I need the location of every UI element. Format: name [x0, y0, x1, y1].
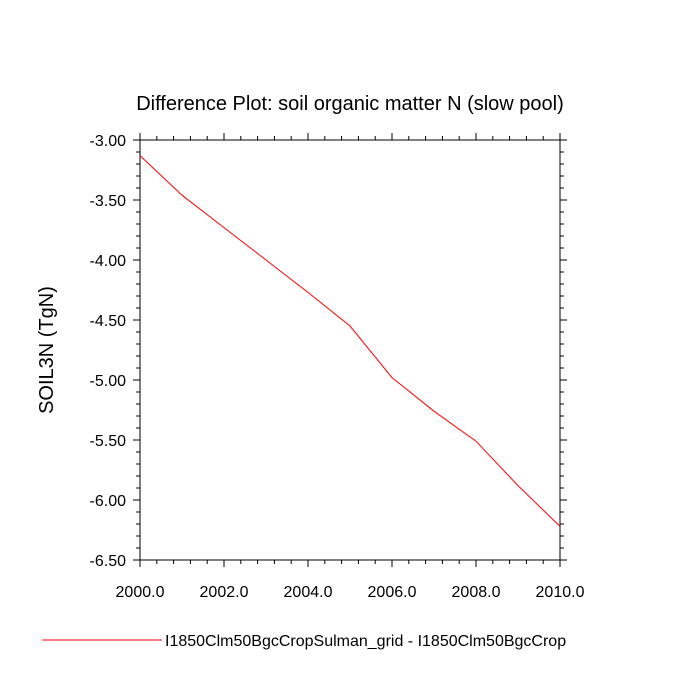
y-tick-label: -4.00 [90, 253, 127, 270]
x-tick-label: 2008.0 [452, 584, 501, 601]
y-axis-tick-labels: -3.00 -3.50 -4.00 -4.50 -5.00 -5.50 -6.00 -6.50 [90, 133, 127, 570]
y-axis-ticks [133, 139, 567, 561]
x-tick-label: 2002.0 [200, 584, 249, 601]
x-tick-label: 2004.0 [284, 584, 333, 601]
legend: I1850Clm50BgcCropSulman_grid - I1850Clm5… [42, 633, 566, 650]
x-tick-label: 2010.0 [536, 584, 585, 601]
y-tick-label: -3.50 [90, 193, 127, 210]
series-layer [139, 155, 561, 527]
x-axis-ticks [139, 133, 561, 567]
y-tick-label: -5.00 [90, 373, 127, 390]
y-tick-label: -6.00 [90, 493, 127, 510]
x-axis-tick-labels: 2000.0 2002.0 2004.0 2006.0 2008.0 2010.0 [116, 584, 585, 601]
y-axis-label: SOIL3N (TgN) [36, 286, 58, 414]
x-tick-label: 2006.0 [368, 584, 417, 601]
legend-label: I1850Clm50BgcCropSulman_grid - I1850Clm5… [165, 633, 566, 650]
y-tick-label: -3.00 [90, 133, 127, 150]
chart-title: Difference Plot: soil organic matter N (… [136, 93, 564, 115]
y-tick-label: -6.50 [90, 553, 127, 570]
plot-frame [139, 139, 561, 561]
series-line-0 [139, 155, 561, 527]
x-tick-label: 2000.0 [116, 584, 165, 601]
y-tick-label: -4.50 [90, 313, 127, 330]
y-tick-label: -5.50 [90, 433, 127, 450]
